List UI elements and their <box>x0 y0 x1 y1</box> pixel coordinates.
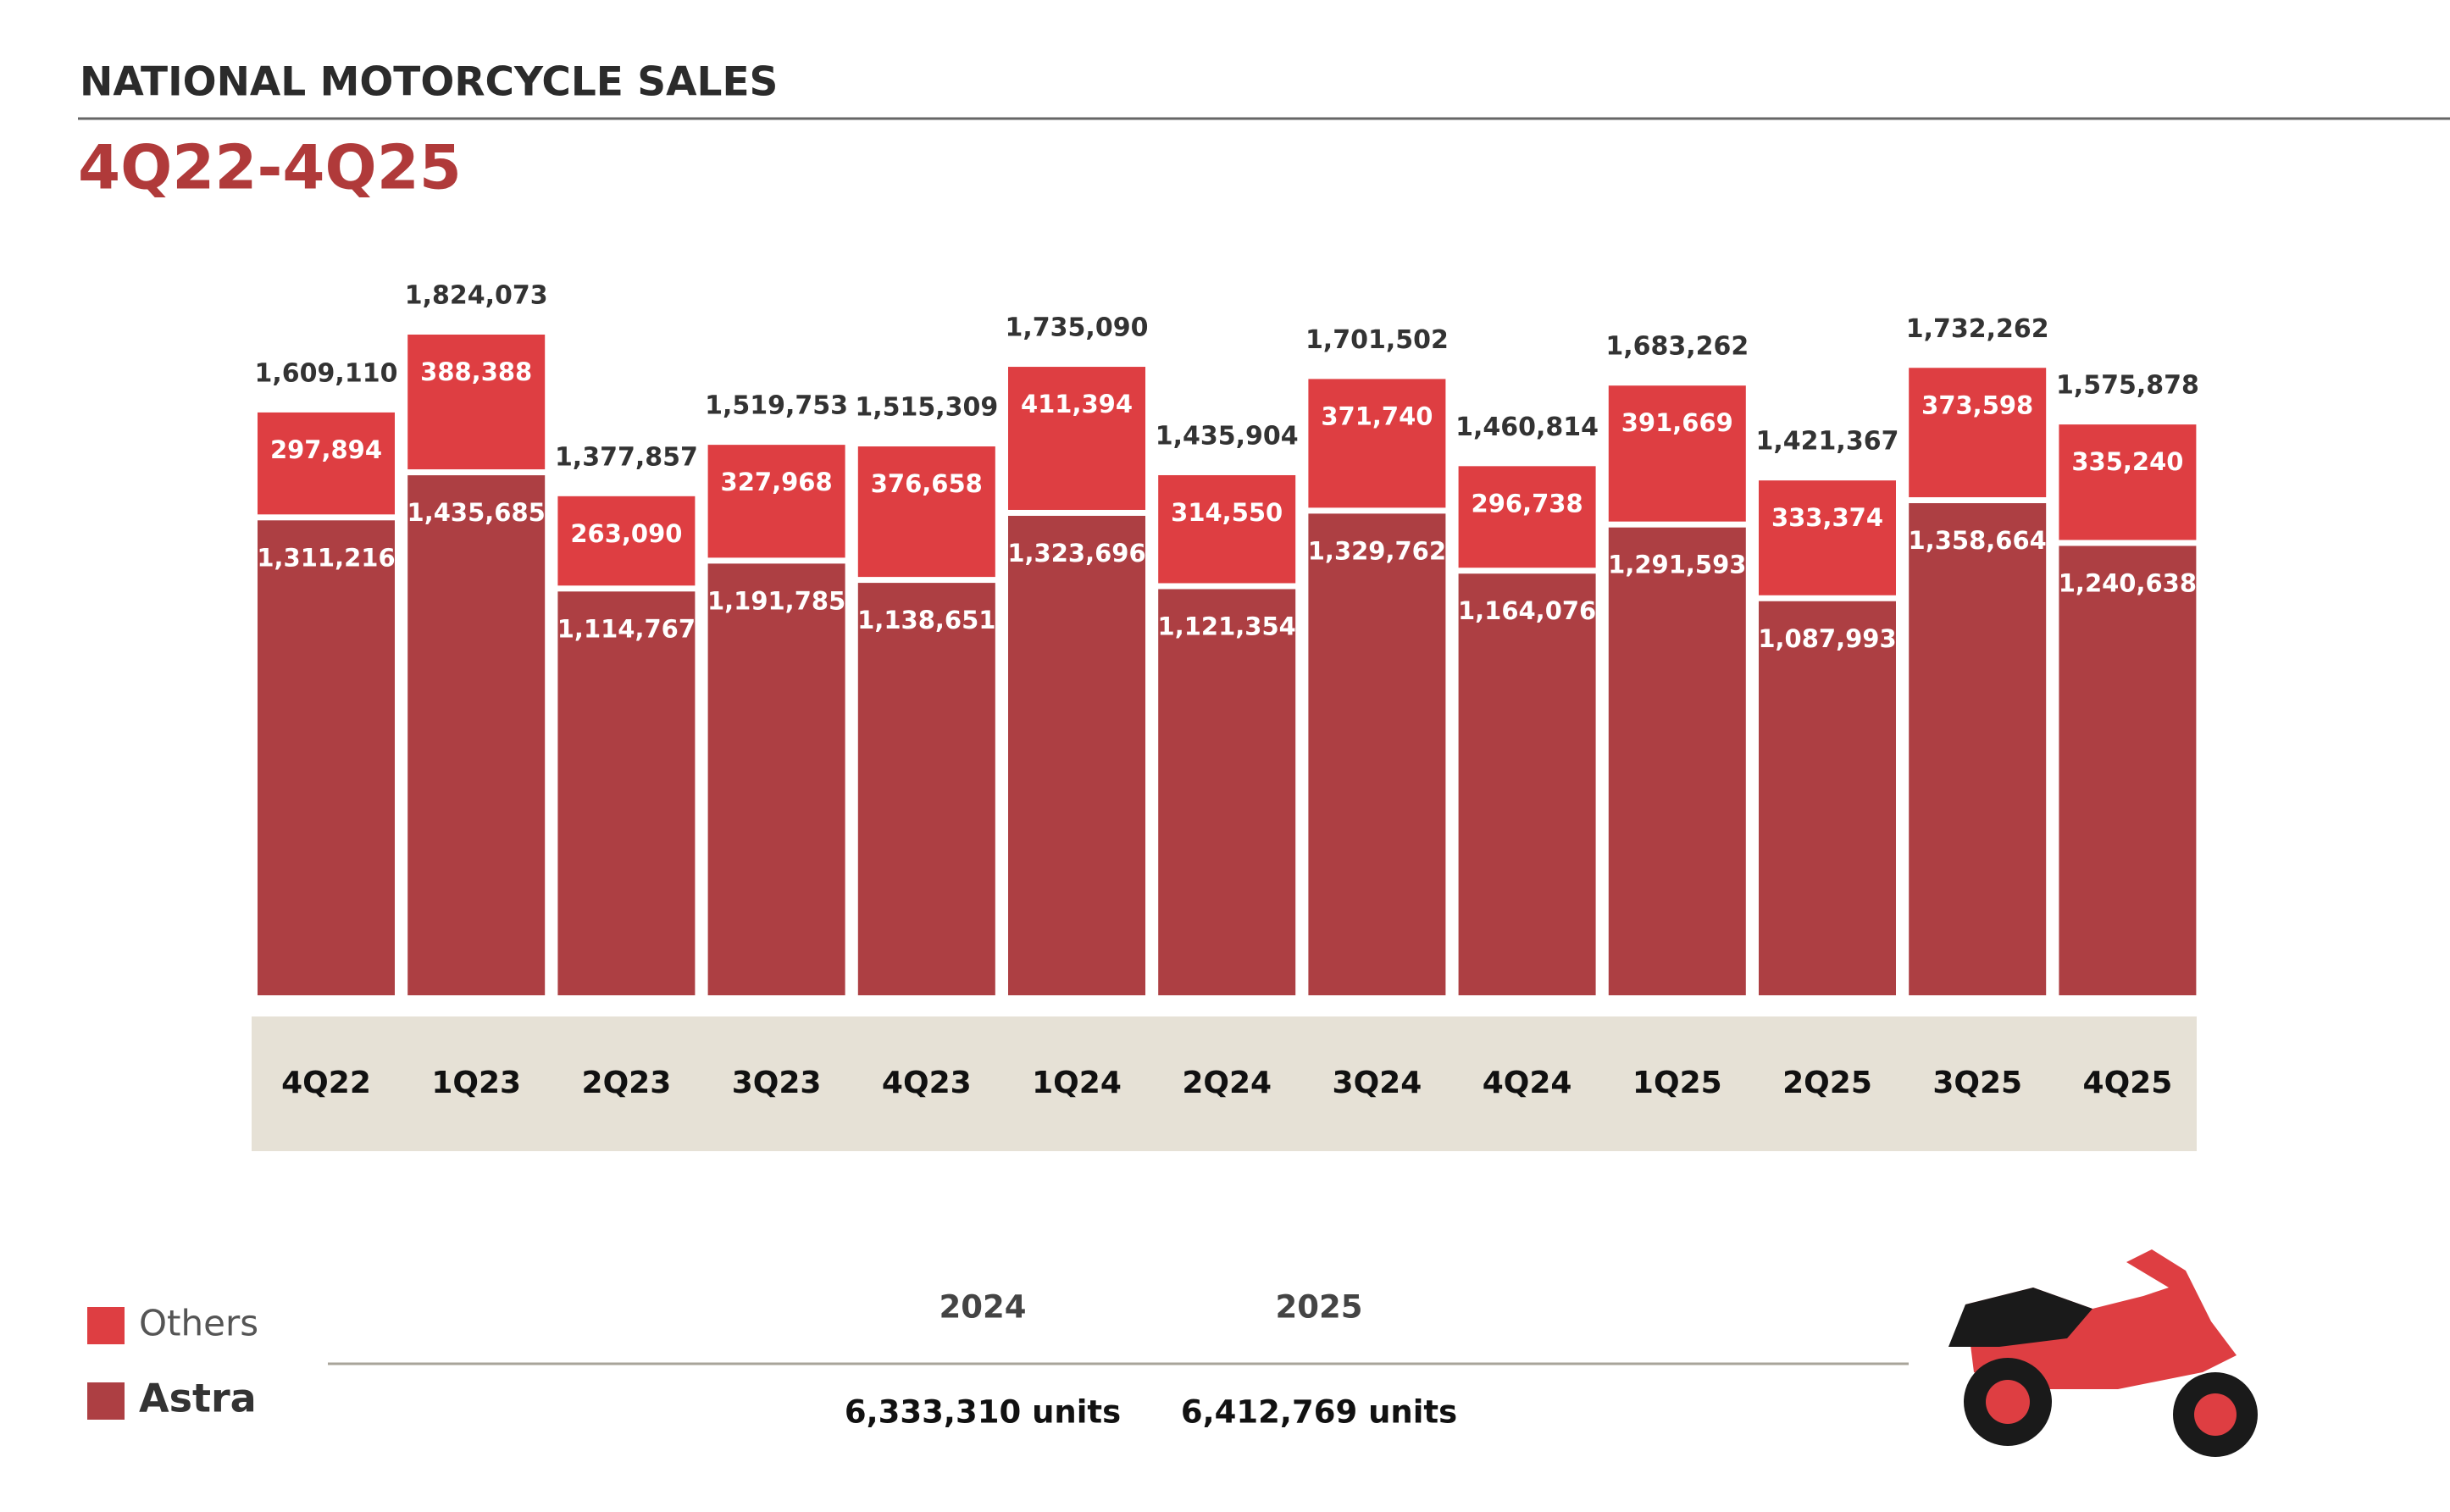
bar-segment <box>258 520 395 995</box>
bar-segment <box>857 583 995 995</box>
bar-segment <box>1008 515 1145 995</box>
x-tick-label: 4Q24 <box>1483 1066 1572 1100</box>
summary-year: 2024 <box>940 1289 1027 1326</box>
legend-swatch <box>87 1307 125 1344</box>
x-tick-label: 3Q24 <box>1333 1066 1422 1100</box>
bar-segment <box>1608 527 1746 995</box>
category-band <box>252 1016 2197 1151</box>
value-label: 1,323,696 <box>1007 539 1145 568</box>
summary-total: 6,412,769 units <box>1181 1394 1457 1431</box>
x-tick-label: 1Q24 <box>1032 1066 1122 1100</box>
legend-label: Others <box>139 1303 258 1344</box>
x-tick-label: 3Q25 <box>1932 1066 2022 1100</box>
value-label: 1,358,664 <box>1909 526 2047 555</box>
value-label: 1,121,354 <box>1158 612 1296 640</box>
total-label: 1,732,262 <box>1906 314 2049 344</box>
total-label: 1,515,309 <box>855 393 998 423</box>
legend-swatch <box>87 1382 125 1420</box>
bar-segment <box>258 412 395 515</box>
value-label: 1,191,785 <box>707 586 845 615</box>
x-tick-label: 2Q23 <box>582 1066 672 1100</box>
bar-segment <box>557 591 696 995</box>
value-label: 391,669 <box>1621 408 1733 437</box>
bar-segment <box>1008 367 1145 510</box>
value-label: 1,329,762 <box>1308 536 1446 565</box>
x-tick-label: 4Q22 <box>281 1066 371 1100</box>
x-tick-label: 4Q23 <box>882 1066 972 1100</box>
total-label: 1,701,502 <box>1305 325 1449 355</box>
value-label: 376,658 <box>871 469 983 498</box>
bar-segment <box>1308 513 1446 995</box>
value-label: 1,240,638 <box>2059 568 2197 597</box>
x-tick-label: 4Q25 <box>2083 1066 2173 1100</box>
bar-segment <box>1458 573 1596 995</box>
value-label: 1,311,216 <box>257 543 395 572</box>
value-label: 297,894 <box>270 435 382 464</box>
bar-segment <box>1308 379 1446 508</box>
value-label: 371,740 <box>1321 402 1433 430</box>
value-label: 411,394 <box>1021 390 1133 418</box>
total-label: 1,519,753 <box>705 391 848 421</box>
bar-segment <box>707 563 845 995</box>
x-tick-label: 1Q25 <box>1632 1066 1722 1100</box>
chart-subtitle: 4Q22-4Q25 <box>78 132 462 203</box>
value-label: 1,291,593 <box>1608 551 1746 579</box>
x-tick-label: 2Q24 <box>1182 1066 1272 1100</box>
total-label: 1,735,090 <box>1006 313 1149 343</box>
x-tick-label: 1Q23 <box>431 1066 521 1100</box>
bar-segment <box>1608 385 1746 522</box>
total-label: 1,609,110 <box>255 358 398 388</box>
total-label: 1,377,857 <box>555 442 698 472</box>
chart-title: NATIONAL MOTORCYCLE SALES <box>80 59 778 106</box>
value-label: 1,164,076 <box>1458 596 1596 625</box>
bar-segment <box>1458 466 1596 568</box>
value-label: 263,090 <box>570 519 682 548</box>
summary-year: 2025 <box>1276 1289 1363 1326</box>
total-label: 1,435,904 <box>1156 421 1299 451</box>
bar-segment <box>1759 601 1896 995</box>
bar-segment <box>1158 474 1296 584</box>
total-label: 1,421,367 <box>1756 427 1899 457</box>
bar-segment <box>557 496 696 586</box>
value-label: 388,388 <box>420 357 532 386</box>
total-label: 1,460,814 <box>1455 413 1599 442</box>
bar-segment <box>857 446 995 578</box>
bar-segment <box>407 335 546 470</box>
bar-segment <box>1158 589 1296 995</box>
bar-segment <box>1909 368 2047 498</box>
x-tick-label: 2Q25 <box>1782 1066 1872 1100</box>
value-label: 296,738 <box>1472 489 1583 518</box>
value-label: 314,550 <box>1171 498 1283 527</box>
value-label: 1,087,993 <box>1758 624 1896 653</box>
bar-segment <box>2059 546 2197 995</box>
total-label: 1,575,878 <box>2056 371 2199 401</box>
value-label: 333,374 <box>1771 503 1883 532</box>
value-label: 1,114,767 <box>557 614 696 643</box>
bar-segment <box>2059 424 2197 540</box>
value-label: 1,138,651 <box>857 606 995 634</box>
value-label: 1,435,685 <box>407 498 546 527</box>
total-label: 1,683,262 <box>1605 332 1749 362</box>
x-tick-label: 3Q23 <box>732 1066 822 1100</box>
bar-segment <box>1759 480 1896 595</box>
value-label: 335,240 <box>2071 447 2183 476</box>
bar-segment <box>707 445 845 558</box>
summary-total: 6,333,310 units <box>845 1394 1121 1431</box>
bar-segment <box>407 475 546 995</box>
motorcycle-icon <box>1948 1249 2258 1457</box>
value-label: 373,598 <box>1921 390 2033 419</box>
total-label: 1,824,073 <box>405 281 548 311</box>
bar-segment <box>1909 503 2047 995</box>
value-label: 327,968 <box>721 468 833 496</box>
legend-label: Astra <box>139 1376 257 1421</box>
